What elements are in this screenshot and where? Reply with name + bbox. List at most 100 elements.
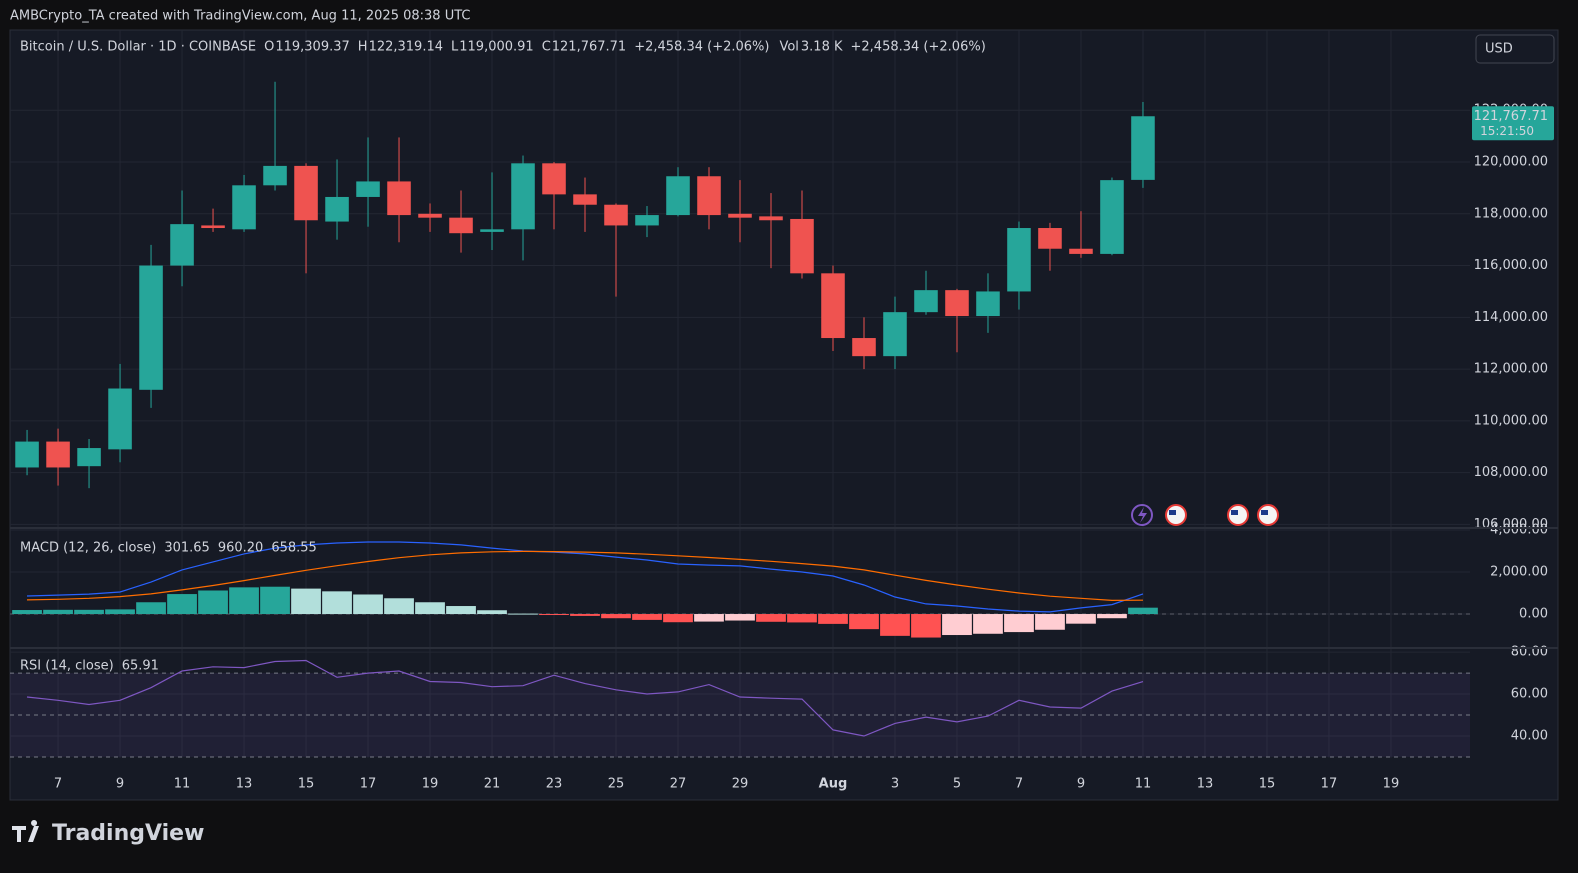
legend-text: C [542, 40, 551, 55]
histogram-bar [12, 610, 42, 615]
indicator-line [26, 659, 1144, 737]
legend-text: 301.65 [164, 541, 210, 556]
flag-canton [1231, 510, 1238, 515]
y-tick-label: 112,000.00 [1474, 362, 1548, 377]
legend-text: 122,319.14 [369, 40, 443, 55]
last-price-tag [1472, 106, 1554, 141]
legend-text: L [451, 40, 459, 55]
x-tick-label: 23 [546, 777, 563, 792]
candle-body [697, 176, 721, 216]
flag-canton [1169, 510, 1176, 515]
last-price-label: 121,767.71 [1474, 109, 1548, 124]
x-tick-label: 3 [891, 777, 899, 792]
x-tick-label: 17 [1321, 777, 1338, 792]
candle-body [1007, 228, 1031, 292]
logo-mark [12, 820, 39, 842]
histogram-bar [384, 598, 414, 615]
histogram-bar [942, 614, 972, 636]
candle-body [201, 225, 225, 229]
histogram-bar [632, 614, 662, 620]
event-icon[interactable] [1131, 504, 1153, 526]
histogram-bar [1097, 614, 1127, 619]
candle-body [294, 165, 318, 221]
legend-text: 3.18 K [801, 40, 843, 55]
y-tick-label: 2,000.00 [1490, 565, 1548, 580]
candle-body [263, 165, 287, 186]
x-tick-label: 29 [732, 777, 749, 792]
candle-body [325, 196, 349, 222]
histogram-bar [260, 586, 290, 615]
legend-text: RSI (14, close) [20, 659, 114, 674]
histogram-bar [477, 610, 507, 615]
x-tick-label: 21 [484, 777, 501, 792]
histogram-bar [911, 614, 941, 638]
candle-body [852, 338, 876, 357]
x-tick-label: Aug [819, 777, 848, 792]
histogram-bar [787, 614, 817, 623]
x-tick-label: 11 [174, 777, 191, 792]
histogram-bar [849, 614, 879, 630]
x-tick-label: 19 [1383, 777, 1400, 792]
candle-body [635, 215, 659, 226]
candle-body [1100, 180, 1124, 254]
event-icons [1131, 504, 1279, 526]
x-tick-label: 17 [360, 777, 377, 792]
marks [10, 81, 1470, 758]
y-tick-label: 114,000.00 [1474, 310, 1548, 325]
legend-text: Vol [779, 40, 798, 55]
legend-text: +2,458.34 (+2.06%) [851, 40, 986, 55]
histogram-bar [756, 614, 786, 622]
x-tick-label: 7 [1015, 777, 1023, 792]
legend-text: O [264, 40, 274, 55]
indicator-line [26, 550, 1144, 602]
candle-body [356, 181, 380, 197]
x-tick-label: 7 [54, 777, 62, 792]
x-tick-label: 15 [1259, 777, 1276, 792]
histogram-bar [198, 590, 228, 615]
attribution: AMBCrypto_TA created with TradingView.co… [10, 9, 470, 24]
histogram-bar [1128, 607, 1158, 615]
histogram-bar [663, 614, 693, 623]
legend-text: 121,767.71 [552, 40, 626, 55]
chart-frame [9, 29, 1559, 801]
candle-body [883, 312, 907, 357]
x-tick-label: 13 [1197, 777, 1214, 792]
candle-body [542, 163, 566, 195]
candle-body [15, 441, 39, 468]
y-tick-label: 118,000.00 [1474, 206, 1548, 221]
currency-button[interactable] [1475, 34, 1555, 64]
histogram-bar [43, 609, 73, 615]
histogram-bar [446, 606, 476, 615]
histogram-bar [601, 614, 631, 619]
flag-canton [1261, 510, 1268, 515]
countdown-label: 15:21:50 [1480, 124, 1534, 138]
x-tick-label: 5 [953, 777, 961, 792]
candle-body [108, 388, 132, 450]
candle-body [232, 185, 256, 230]
y-tick-label: 40.00 [1511, 728, 1548, 743]
legend-text: Bitcoin / U.S. Dollar · 1D · COINBASE [20, 40, 256, 55]
histogram-bar [1004, 614, 1034, 633]
x-tick-label: 27 [670, 777, 687, 792]
currency-label[interactable]: USD [1485, 42, 1513, 57]
histogram-bar [105, 609, 135, 615]
histogram-bar [291, 588, 321, 615]
candle-body [759, 216, 783, 221]
y-tick-label: 110,000.00 [1474, 413, 1548, 428]
legend-text: MACD (12, 26, close) [20, 541, 156, 556]
histogram-bar [570, 614, 600, 616]
histogram-bar [725, 614, 755, 621]
histogram-bar [229, 587, 259, 615]
y-tick-label: 80.00 [1511, 645, 1548, 660]
x-tick-label: 19 [422, 777, 439, 792]
candle-body [77, 448, 101, 467]
y-tick-label: 4,000.00 [1490, 523, 1548, 538]
histogram-bar [880, 614, 910, 636]
legend-text: 65.91 [122, 659, 159, 674]
histogram-bar [1035, 614, 1065, 630]
x-tick-label: 13 [236, 777, 253, 792]
y-tick-label: 116,000.00 [1474, 258, 1548, 273]
legend-text: 119,309.37 [275, 40, 349, 55]
